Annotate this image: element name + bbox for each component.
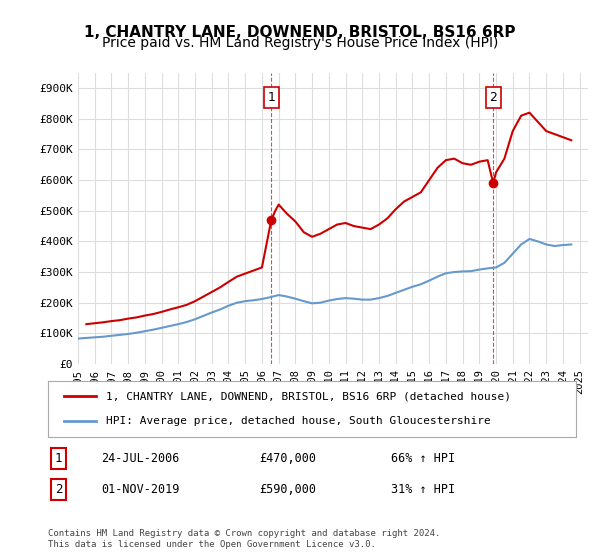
- Text: £470,000: £470,000: [259, 452, 316, 465]
- Text: 1: 1: [268, 91, 275, 104]
- Text: 1, CHANTRY LANE, DOWNEND, BRISTOL, BS16 6RP (detached house): 1, CHANTRY LANE, DOWNEND, BRISTOL, BS16 …: [106, 391, 511, 402]
- Text: 1, CHANTRY LANE, DOWNEND, BRISTOL, BS16 6RP: 1, CHANTRY LANE, DOWNEND, BRISTOL, BS16 …: [84, 25, 516, 40]
- Text: 66% ↑ HPI: 66% ↑ HPI: [391, 452, 455, 465]
- Text: 1: 1: [55, 452, 62, 465]
- Text: This data is licensed under the Open Government Licence v3.0.: This data is licensed under the Open Gov…: [48, 540, 376, 549]
- Text: HPI: Average price, detached house, South Gloucestershire: HPI: Average price, detached house, Sout…: [106, 416, 491, 426]
- Text: 31% ↑ HPI: 31% ↑ HPI: [391, 483, 455, 496]
- Text: 2: 2: [55, 483, 62, 496]
- Text: 24-JUL-2006: 24-JUL-2006: [101, 452, 179, 465]
- Text: Price paid vs. HM Land Registry's House Price Index (HPI): Price paid vs. HM Land Registry's House …: [102, 36, 498, 50]
- Text: £590,000: £590,000: [259, 483, 316, 496]
- Text: 01-NOV-2019: 01-NOV-2019: [101, 483, 179, 496]
- Text: Contains HM Land Registry data © Crown copyright and database right 2024.: Contains HM Land Registry data © Crown c…: [48, 529, 440, 538]
- Text: 2: 2: [489, 91, 497, 104]
